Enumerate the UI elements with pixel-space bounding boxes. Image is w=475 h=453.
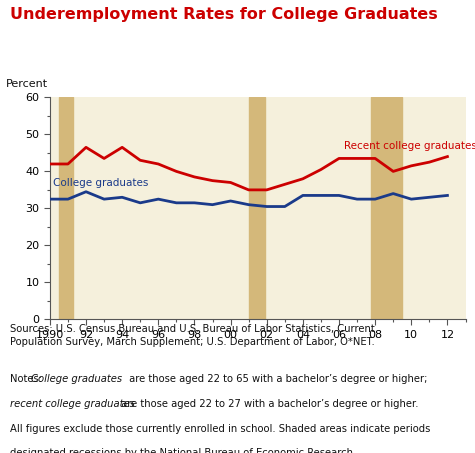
Text: are those aged 22 to 65 with a bachelor’s degree or higher;: are those aged 22 to 65 with a bachelor’… (126, 374, 427, 384)
Text: Underemployment Rates for College Graduates: Underemployment Rates for College Gradua… (10, 7, 437, 22)
Text: All figures exclude those currently enrolled in school. Shaded areas indicate pe: All figures exclude those currently enro… (10, 424, 430, 434)
Text: Sources: U.S. Census Bureau and U.S. Bureau of Labor Statistics, Current
Populat: Sources: U.S. Census Bureau and U.S. Bur… (10, 324, 374, 347)
Text: College graduates: College graduates (54, 178, 149, 188)
Text: recent college graduates: recent college graduates (10, 399, 134, 409)
Text: are those aged 22 to 27 with a bachelor’s degree or higher.: are those aged 22 to 27 with a bachelor’… (118, 399, 418, 409)
Text: Notes:: Notes: (10, 374, 45, 384)
Bar (59, 97, 73, 319)
Text: College graduates: College graduates (31, 374, 122, 384)
Bar (248, 97, 265, 319)
Text: designated recessions by the National Bureau of Economic Research.: designated recessions by the National Bu… (10, 448, 356, 453)
Text: Recent college graduates: Recent college graduates (344, 141, 475, 151)
Bar (370, 97, 402, 319)
Text: Percent: Percent (6, 78, 48, 88)
